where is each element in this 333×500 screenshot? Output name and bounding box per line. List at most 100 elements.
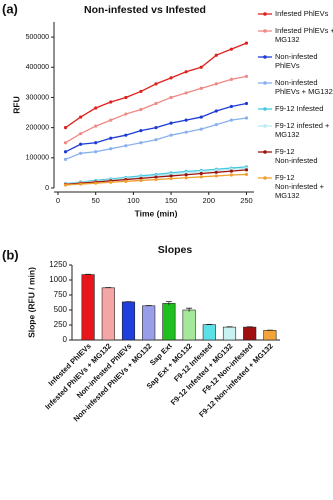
data-point xyxy=(244,41,249,45)
data-point xyxy=(109,147,113,151)
data-point xyxy=(184,118,188,122)
data-point xyxy=(79,142,83,146)
chart-title: Slopes xyxy=(158,244,193,256)
error-bar xyxy=(266,329,273,331)
bar xyxy=(243,326,257,341)
data-point xyxy=(109,136,113,140)
panel-label: (b) xyxy=(2,247,19,262)
data-point xyxy=(214,82,218,86)
data-point xyxy=(199,171,203,176)
data-point xyxy=(94,181,98,185)
data-point xyxy=(154,138,158,142)
data-point xyxy=(79,151,83,155)
data-point xyxy=(169,174,173,178)
data-point xyxy=(214,109,218,113)
data-point xyxy=(139,107,143,112)
data-point xyxy=(184,130,188,134)
legend-label: F9-12 Non-infested + MG132 xyxy=(275,173,325,200)
data-point xyxy=(244,116,249,120)
y-tick-label: 750 xyxy=(54,290,68,299)
data-point xyxy=(229,47,233,51)
data-point xyxy=(169,121,173,125)
data-point xyxy=(244,172,249,177)
error-bar xyxy=(125,301,132,303)
data-point xyxy=(184,173,188,177)
bar xyxy=(162,303,176,341)
error-bar xyxy=(206,324,213,325)
legend-label: Non-infested PhlEVs + MG132 xyxy=(275,78,333,96)
data-point xyxy=(169,95,173,100)
legend-marker xyxy=(263,12,267,16)
legend-label: F9-12 Non-infested xyxy=(275,147,318,165)
data-point xyxy=(139,141,143,145)
data-point xyxy=(214,123,218,127)
data-point xyxy=(109,180,113,184)
bar xyxy=(263,330,277,341)
data-point xyxy=(154,82,158,86)
legend-marker xyxy=(263,176,267,180)
x-tick-label: 250 xyxy=(240,196,253,205)
data-point xyxy=(214,170,218,174)
y-axis-label: RFU xyxy=(11,96,21,113)
data-point xyxy=(63,157,68,161)
data-point xyxy=(199,175,203,179)
data-point xyxy=(79,132,83,136)
y-tick-label: 0 xyxy=(45,185,49,192)
legend-marker xyxy=(263,81,267,85)
data-point xyxy=(229,118,233,122)
data-point xyxy=(229,169,233,173)
data-point xyxy=(139,89,143,94)
bar xyxy=(142,305,156,341)
data-point xyxy=(184,91,188,95)
data-point xyxy=(139,129,143,133)
y-tick-label: 1250 xyxy=(49,260,67,269)
chart-title: Non-infested vs Infested xyxy=(84,4,206,16)
error-bar xyxy=(246,326,253,328)
legend-label: F9-12 infested + MG132 xyxy=(275,121,330,139)
data-point xyxy=(154,126,158,130)
bar xyxy=(81,274,95,341)
panel-label: (a) xyxy=(2,1,18,16)
legend-label: F9-12 Infested xyxy=(275,104,323,113)
x-tick-label: 150 xyxy=(165,196,178,205)
data-point xyxy=(63,183,68,187)
data-point xyxy=(199,127,203,131)
error-bar xyxy=(85,273,92,275)
error-bar xyxy=(105,287,112,289)
data-point xyxy=(184,176,188,180)
data-point xyxy=(199,65,203,69)
bar xyxy=(222,326,237,341)
data-point xyxy=(154,177,158,182)
data-point xyxy=(154,101,158,106)
data-point xyxy=(63,141,68,145)
data-point xyxy=(94,124,98,128)
error-bar xyxy=(186,307,193,312)
x-tick-label: 0 xyxy=(56,196,60,205)
data-point xyxy=(124,112,128,116)
data-point xyxy=(169,177,173,181)
y-tick-label: 300000 xyxy=(26,94,49,101)
data-point xyxy=(124,95,128,100)
data-point xyxy=(214,53,218,57)
data-point xyxy=(94,141,98,145)
y-tick-label: 1000 xyxy=(49,275,67,284)
data-point xyxy=(63,150,68,154)
x-tick-label: 50 xyxy=(92,196,100,205)
bar xyxy=(101,287,115,341)
error-bar xyxy=(145,305,152,307)
data-point xyxy=(109,118,113,122)
legend-marker xyxy=(263,55,267,59)
bar xyxy=(202,324,216,341)
error-bar xyxy=(226,326,233,328)
data-point xyxy=(139,178,143,183)
legend-marker xyxy=(263,29,267,33)
x-tick-label: 100 xyxy=(127,196,140,205)
data-point xyxy=(124,144,128,148)
data-point xyxy=(94,106,98,110)
data-point xyxy=(63,126,68,130)
y-tick-label: 400000 xyxy=(26,64,49,71)
data-point xyxy=(124,179,128,183)
data-point xyxy=(244,101,249,106)
y-tick-label: 500 xyxy=(54,305,68,314)
data-point xyxy=(79,115,83,119)
